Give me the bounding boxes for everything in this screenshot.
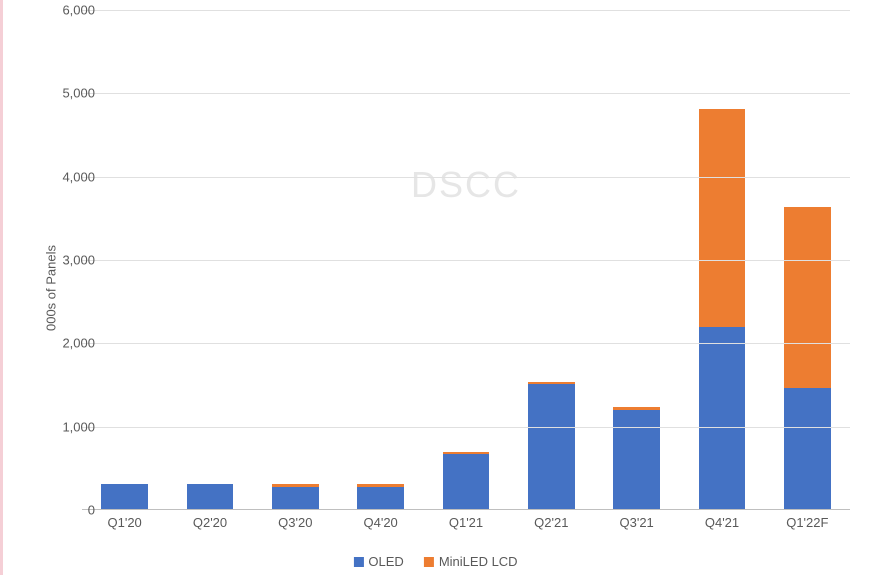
legend-label-oled: OLED xyxy=(368,554,403,569)
gridline xyxy=(82,343,850,344)
bar-segment xyxy=(784,207,831,389)
x-tick-label: Q1'22F xyxy=(786,515,828,530)
bar-segment xyxy=(101,484,148,509)
gridline xyxy=(82,177,850,178)
y-tick-label: 5,000 xyxy=(45,86,95,101)
x-tick-label: Q4'20 xyxy=(364,515,398,530)
legend-item-oled: OLED xyxy=(353,554,403,569)
y-tick-label: 3,000 xyxy=(45,253,95,268)
bar-segment xyxy=(443,454,490,509)
gridline xyxy=(82,260,850,261)
y-tick-label: 6,000 xyxy=(45,3,95,18)
bar-segment xyxy=(528,382,575,385)
panel-chart: 000s of Panels DSCC 01,0002,0003,0004,00… xyxy=(0,0,871,575)
legend-label-miniled: MiniLED LCD xyxy=(439,554,518,569)
x-tick-label: Q1'21 xyxy=(449,515,483,530)
bar-segment xyxy=(699,109,746,327)
bar-segment xyxy=(272,484,319,487)
bar-segment xyxy=(613,410,660,509)
legend-item-miniled: MiniLED LCD xyxy=(424,554,518,569)
legend-swatch-oled xyxy=(353,557,363,567)
y-tick-label: 0 xyxy=(45,503,95,518)
bar-segment xyxy=(528,384,575,509)
y-tick-label: 2,000 xyxy=(45,336,95,351)
gridline xyxy=(82,427,850,428)
x-tick-label: Q3'21 xyxy=(620,515,654,530)
x-tick-label: Q1'20 xyxy=(108,515,142,530)
plot-area: DSCC xyxy=(82,10,850,510)
x-tick-label: Q4'21 xyxy=(705,515,739,530)
bar-segment xyxy=(784,388,831,509)
bar-segment xyxy=(443,452,490,454)
bar-segment xyxy=(272,487,319,510)
bar-segment xyxy=(699,327,746,509)
x-tick-label: Q2'21 xyxy=(534,515,568,530)
gridline xyxy=(82,93,850,94)
bar-segment xyxy=(357,487,404,510)
bar-segment xyxy=(613,407,660,410)
x-tick-label: Q3'20 xyxy=(278,515,312,530)
x-tick-label: Q2'20 xyxy=(193,515,227,530)
legend-swatch-miniled xyxy=(424,557,434,567)
gridline xyxy=(82,10,850,11)
bar-segment xyxy=(357,484,404,487)
y-tick-label: 1,000 xyxy=(45,419,95,434)
y-tick-label: 4,000 xyxy=(45,169,95,184)
bar-segment xyxy=(187,484,234,509)
legend: OLED MiniLED LCD xyxy=(353,554,517,569)
